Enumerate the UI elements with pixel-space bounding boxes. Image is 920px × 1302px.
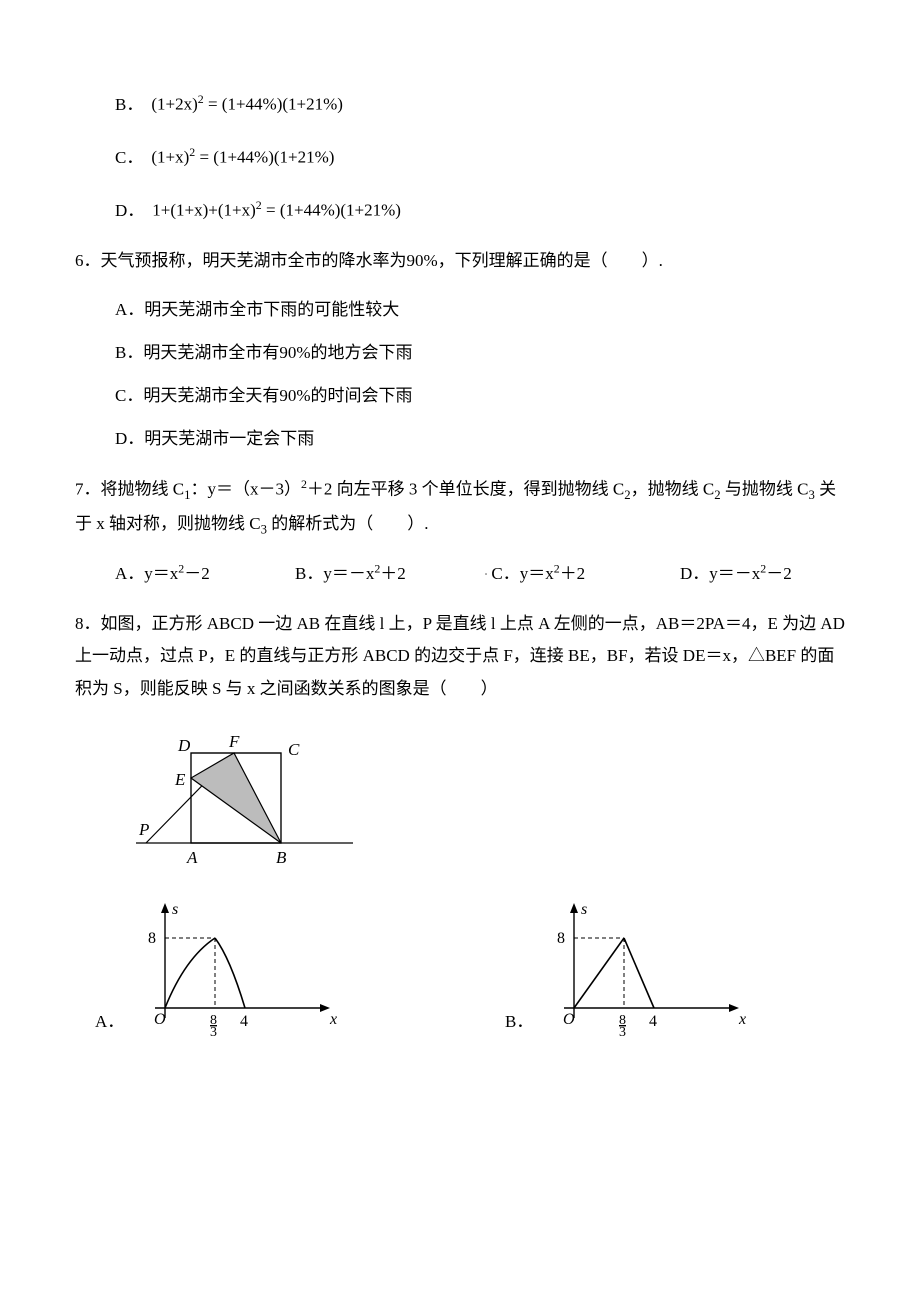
prev-option-c: C． (1+x)2 = (1+44%)(1+21%) bbox=[115, 143, 845, 168]
svg-text:8: 8 bbox=[557, 930, 565, 947]
svg-text:O: O bbox=[154, 1011, 166, 1028]
q6-opt-d: D．明天芜湖市一定会下雨 bbox=[115, 424, 845, 449]
opt-b-formula: (1+2x)2 = (1+44%)(1+21%) bbox=[151, 92, 343, 115]
opt-c-label: C． bbox=[115, 143, 143, 168]
q8-stem: 8．如图，正方形 ABCD 一边 AB 在直线 l 上，P 是直线 l 上点 A… bbox=[75, 608, 845, 705]
svg-text:4: 4 bbox=[649, 1013, 657, 1030]
q8-opt-b-label: B． bbox=[505, 1007, 533, 1032]
q6-opt-b: B．明天芜湖市全市有90%的地方会下雨 bbox=[115, 338, 845, 363]
q7-opt-d: D．y＝－x2－2 bbox=[680, 559, 840, 584]
exam-page: B． (1+2x)2 = (1+44%)(1+21%) C． (1+x)2 = … bbox=[0, 0, 920, 1078]
q8-opt-a-cell: A． 8 8 3 4 O x s bbox=[75, 898, 505, 1038]
prev-option-b: B． (1+2x)2 = (1+44%)(1+21%) bbox=[115, 90, 845, 115]
opt-b-label: B． bbox=[115, 90, 143, 115]
q8-graph-options: A． 8 8 3 4 O x s bbox=[75, 898, 845, 1038]
opt-d-label: D． bbox=[115, 196, 144, 221]
q8-geometry-figure: D F C E P A B bbox=[131, 723, 845, 878]
svg-text:s: s bbox=[581, 901, 587, 918]
graph-b-svg: 8 8 3 4 O x s bbox=[539, 898, 749, 1038]
q7-opt-b: B．y＝－x2＋2 bbox=[295, 559, 485, 584]
svg-text:x: x bbox=[738, 1011, 746, 1028]
svg-text:4: 4 bbox=[240, 1013, 248, 1030]
q8-opt-a-label: A． bbox=[95, 1007, 124, 1032]
q7-opt-c: ▫ C．y＝x2＋2 bbox=[485, 559, 680, 584]
svg-text:D: D bbox=[177, 736, 191, 755]
graph-a-svg: 8 8 3 4 O x s bbox=[130, 898, 340, 1038]
opt-d-formula: 1+(1+x)+(1+x)2 = (1+44%)(1+21%) bbox=[152, 198, 401, 221]
svg-text:3: 3 bbox=[210, 1025, 217, 1038]
svg-text:E: E bbox=[174, 770, 186, 789]
q6-stem: 6．天气预报称，明天芜湖市全市的降水率为90%，下列理解正确的是（ ）. bbox=[75, 245, 845, 277]
q7-stem: 7．将抛物线 C1：y＝（x－3）2＋2 向左平移 3 个单位长度，得到抛物线 … bbox=[75, 473, 845, 541]
geometry-svg: D F C E P A B bbox=[131, 723, 361, 873]
svg-text:F: F bbox=[228, 732, 240, 751]
q7-options-row: A．y＝x2－2 B．y＝－x2＋2 ▫ C．y＝x2＋2 D．y＝－x2－2 bbox=[115, 559, 845, 584]
svg-text:s: s bbox=[172, 901, 178, 918]
svg-text:3: 3 bbox=[619, 1025, 626, 1038]
svg-text:B: B bbox=[276, 848, 287, 867]
svg-text:C: C bbox=[288, 740, 300, 759]
q6-opt-c: C．明天芜湖市全天有90%的时间会下雨 bbox=[115, 381, 845, 406]
q6-opt-a: A．明天芜湖市全市下雨的可能性较大 bbox=[115, 295, 845, 320]
svg-text:x: x bbox=[329, 1011, 337, 1028]
svg-text:P: P bbox=[138, 820, 149, 839]
svg-text:A: A bbox=[186, 848, 198, 867]
svg-text:8: 8 bbox=[148, 930, 156, 947]
prev-option-d: D． 1+(1+x)+(1+x)2 = (1+44%)(1+21%) bbox=[115, 196, 845, 221]
opt-c-formula: (1+x)2 = (1+44%)(1+21%) bbox=[151, 145, 334, 168]
svg-text:O: O bbox=[563, 1011, 575, 1028]
q7-opt-a: A．y＝x2－2 bbox=[115, 559, 295, 584]
q8-opt-b-cell: B． 8 8 3 4 O x s bbox=[505, 898, 749, 1038]
